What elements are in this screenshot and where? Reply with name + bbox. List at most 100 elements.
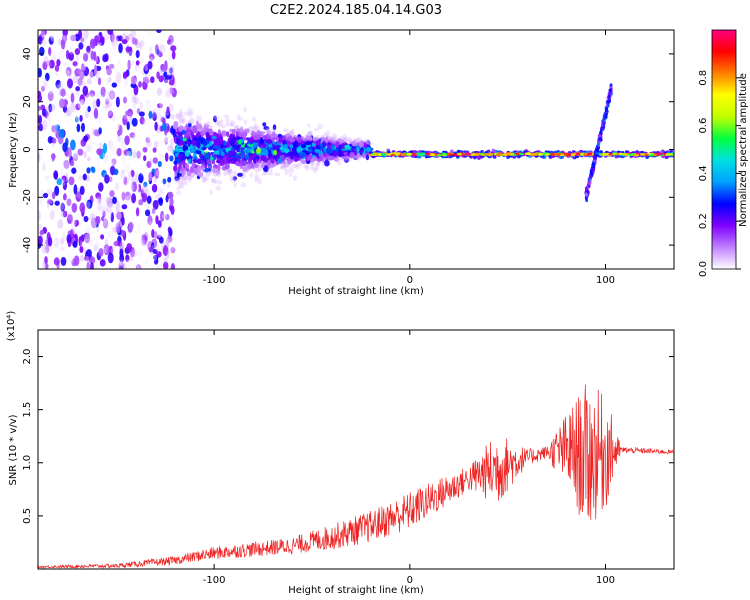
spectrogram-cell (48, 103, 53, 113)
spectrogram-cell (649, 153, 655, 157)
spectrogram-cell (152, 147, 157, 153)
spectrogram-cell (94, 208, 101, 215)
spectrogram-cell (317, 123, 324, 130)
spectrogram-cell (169, 243, 175, 254)
spectrogram-cell (172, 220, 177, 229)
spectrogram-cell (131, 117, 138, 127)
spectrogram-cell (196, 115, 203, 122)
spectrogram-cell (137, 184, 142, 193)
spectrogram-cell (271, 131, 276, 139)
spectrogram-cell (183, 133, 189, 139)
spectrogram-cell (168, 132, 173, 138)
spectrogram-cell (102, 142, 108, 154)
spectrogram-cell (213, 115, 220, 120)
spectrogram-cell (229, 122, 234, 127)
spectrogram-cell (56, 59, 61, 67)
spectrogram-cell (230, 142, 236, 148)
spectrogram-cell (506, 152, 512, 156)
spectrogram-cell (290, 128, 295, 136)
spectrogram-cell (76, 123, 81, 133)
spectrogram-cell (87, 156, 91, 162)
spectrogram-cell (230, 160, 235, 165)
spectrogram-cell (355, 137, 360, 142)
snr-line (38, 384, 674, 569)
spectrogram-cell (289, 137, 295, 143)
spectrogram-cell (135, 50, 140, 59)
spectrogram-cell (143, 125, 147, 136)
spectrogram-cell (572, 156, 577, 160)
spectrogram-cell (231, 128, 237, 135)
spectrogram-cell (152, 157, 158, 164)
spectrogram-cell (170, 45, 177, 52)
spectrogram-cell (216, 119, 222, 126)
spectrogram-cell (587, 181, 591, 186)
spectrogram-cell (113, 66, 118, 74)
spectrogram-cell (246, 163, 252, 170)
spectrogram-cell (181, 141, 187, 146)
spectrogram-cell (158, 75, 164, 83)
spectrogram-cell (104, 89, 111, 101)
spectrogram-cell (87, 105, 91, 113)
spectrogram-cell (224, 164, 228, 169)
spectrogram-cell (60, 237, 65, 245)
spectrogram-cell (295, 153, 300, 157)
spectrogram-cell (327, 156, 331, 160)
spectrogram-cell (243, 119, 248, 125)
spectrogram-cell (60, 88, 66, 97)
spectrogram-cell (219, 162, 225, 167)
spectrogram-cell (176, 191, 182, 195)
spectrogram-cell (227, 168, 233, 175)
spectrogram-cell (126, 236, 134, 245)
spectrogram-cell (111, 226, 118, 233)
spectrogram-cell (54, 124, 61, 131)
spectrogram-cell (254, 176, 259, 183)
spectrogram-cell (68, 176, 75, 186)
spectrogram-cell (164, 90, 171, 99)
spectrogram-cell (111, 44, 116, 52)
spectrogram-cell (44, 244, 50, 254)
spectrogram-cell (96, 115, 102, 125)
spectrogram-cell (68, 257, 74, 264)
spectrogram-cell (592, 162, 595, 167)
spectrogram-cell (82, 105, 88, 111)
spectrogram-cell (141, 234, 145, 243)
spectrogram-cell (107, 30, 114, 35)
spectrogram-cell (164, 136, 169, 145)
spectrogram-cell (40, 85, 46, 92)
spectrogram-cell (119, 264, 124, 269)
spectrogram-cell (65, 109, 72, 117)
colorbar-tick-label: 0.2 (698, 213, 709, 229)
spectrogram-cell (121, 39, 128, 45)
spectrogram-cell (79, 254, 85, 262)
spectrogram-cell (148, 224, 153, 232)
spectrogram-cell (239, 126, 244, 134)
spectrogram-cell (138, 81, 142, 88)
spectrogram-cell (131, 95, 137, 104)
spectrogram-cell (189, 166, 195, 174)
spectrogram-cell (324, 160, 330, 167)
spectrogram-cell (60, 39, 66, 50)
spectrogram-cell (245, 149, 250, 155)
spectrogram-cell (123, 114, 128, 120)
spectrogram-cell (180, 116, 186, 123)
spectrogram-cell (81, 63, 85, 73)
spectrogram-cell (96, 198, 103, 205)
spectrogram-cell (266, 131, 272, 135)
spectrogram-cell (166, 183, 171, 189)
spectrogram-cell (39, 229, 45, 236)
spectrogram-cell (216, 179, 223, 185)
spectrogram-cell (66, 39, 71, 51)
spectrogram-cell (496, 153, 502, 156)
spectrogram-cell (313, 127, 320, 132)
spectrogram-cell (102, 103, 108, 112)
spectrogram-cell (309, 164, 315, 171)
spectrogram-cell (78, 42, 84, 50)
spectrogram-cell (176, 113, 182, 120)
spectrogram-cell (130, 95, 137, 106)
spectrogram-cell (77, 148, 84, 156)
spectrogram-cell (183, 175, 189, 181)
spectrogram-cell (45, 119, 52, 128)
spectrogram-cell (126, 60, 132, 70)
spectrogram-cell (169, 67, 173, 74)
spectrogram-cell (219, 144, 226, 149)
